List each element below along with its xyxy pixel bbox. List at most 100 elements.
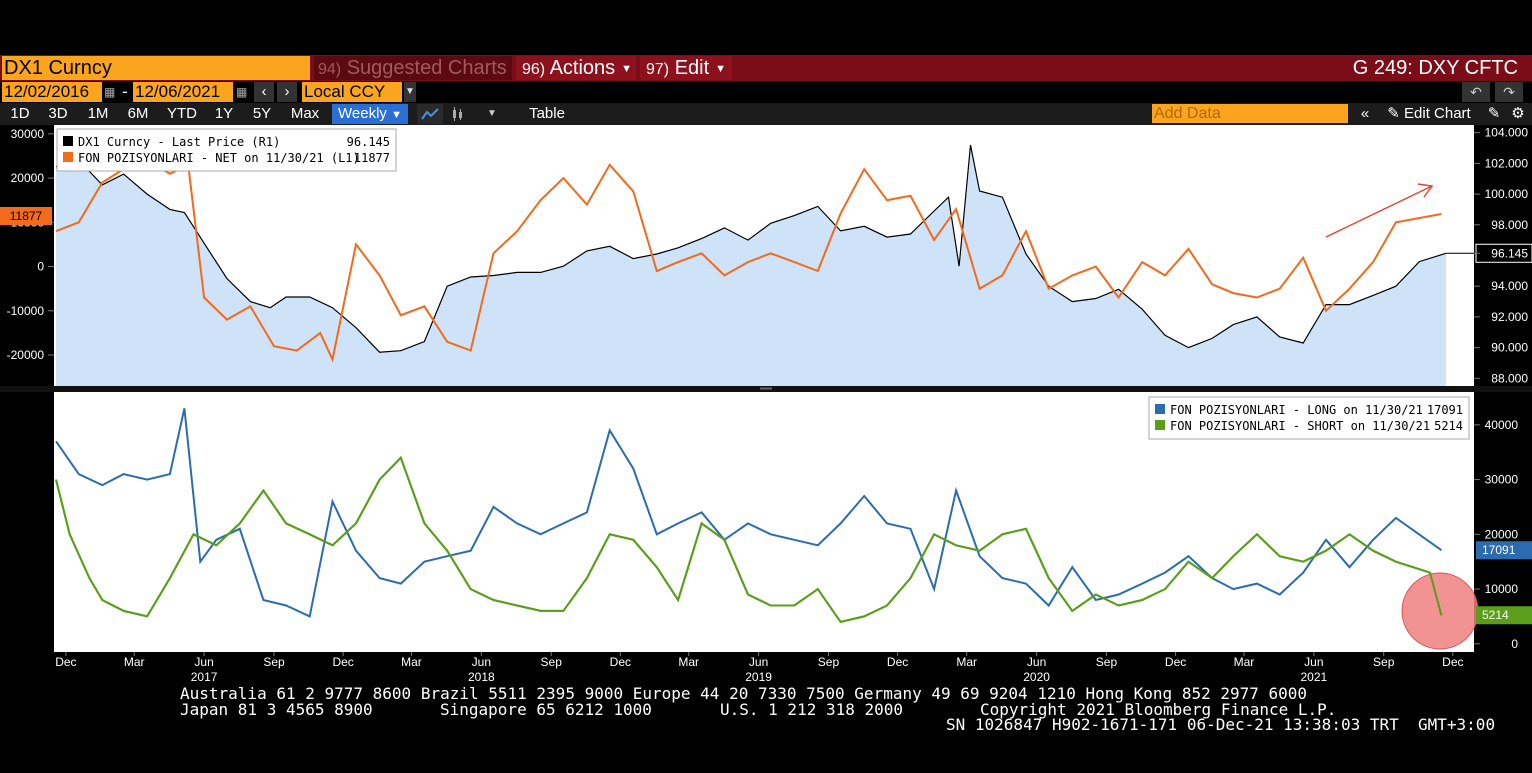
- x-year-label: 2018: [468, 670, 495, 684]
- pencil-icon: ✎: [1387, 105, 1400, 122]
- page-code: G 249: DXY CFTC: [1352, 57, 1518, 79]
- trend-arrow-shaft: [1325, 185, 1433, 238]
- bottom-tick-label: 20000: [1485, 527, 1519, 541]
- range-3d-button[interactable]: 3D: [48, 105, 68, 122]
- net-position-line: [55, 159, 1442, 363]
- footer-japan: Japan 81 3 4565 8900: [180, 700, 373, 719]
- legend-label-short: FON POZISYONLARI - SHORT on 11/30/21: [1170, 419, 1430, 433]
- actions-menu[interactable]: 96) Actions ▼: [516, 56, 636, 80]
- chevron-left-icon[interactable]: ‹: [254, 82, 274, 102]
- x-year-label: 2021: [1300, 670, 1327, 684]
- right-tick-label: 104.000: [1485, 126, 1529, 140]
- x-tick-label: Dec: [887, 655, 908, 669]
- caret-down-icon: ▼: [391, 109, 402, 121]
- x-tick-label: Dec: [610, 655, 631, 669]
- x-tick-label: Mar: [1234, 655, 1255, 669]
- legend-value-short: 5214: [1434, 419, 1463, 433]
- table-button[interactable]: Table: [529, 105, 565, 122]
- x-year-label: 2019: [745, 670, 772, 684]
- x-tick-label: Jun: [194, 655, 213, 669]
- long-current-tag: 17091: [1482, 543, 1516, 557]
- collapse-icon[interactable]: «: [1360, 105, 1370, 122]
- left-tick-label: -20000: [7, 348, 45, 362]
- net-current-tag-bg: [0, 207, 52, 225]
- undo-icon[interactable]: ↶: [1462, 82, 1490, 102]
- date-separator: -: [122, 82, 128, 101]
- footer-copyright: Copyright 2021 Bloomberg Finance L.P.: [980, 700, 1337, 719]
- dxy-price-line: [55, 144, 1447, 353]
- legend-swatch-short: [1155, 420, 1165, 430]
- dxy-current-tag: 96.145: [1491, 246, 1528, 260]
- top-legend: DX1 Curncy - Last Price (R1) 96.145 FON …: [56, 128, 397, 172]
- bottom-legend: FON POZISYONLARI - LONG on 11/30/21 1709…: [1148, 396, 1470, 440]
- legend-label-dxy: DX1 Curncy - Last Price (R1): [78, 135, 280, 149]
- range-1y-button[interactable]: 1Y: [214, 105, 234, 122]
- right-tick-label: 100.000: [1485, 187, 1529, 201]
- left-tick-label: 0: [37, 260, 44, 274]
- add-data-input[interactable]: Add Data: [1152, 104, 1348, 123]
- ticker-field[interactable]: DX1 Curncy: [2, 56, 310, 80]
- start-date-field[interactable]: 12/02/2016: [2, 82, 102, 102]
- short-current-tag-bg: [1476, 606, 1532, 625]
- range-1m-button[interactable]: 1M: [87, 105, 109, 122]
- legend-label-long: FON POZISYONLARI - LONG on 11/30/21: [1170, 403, 1423, 417]
- legend-value-long: 17091: [1427, 403, 1463, 417]
- currency-select[interactable]: Local CCY: [302, 82, 402, 102]
- right-axis: 104.000 102.000 100.000 98.000 96.145 94.000 9…: [1474, 126, 1532, 385]
- range-5y-button[interactable]: 5Y: [252, 105, 272, 122]
- x-tick-label: Dec: [55, 655, 76, 669]
- x-tick-label: Mar: [678, 655, 699, 669]
- x-year-label: 2017: [191, 670, 218, 684]
- long-current-tag-bg: [1476, 541, 1532, 560]
- chart-settings-icon[interactable]: ✎: [1487, 105, 1501, 122]
- caret-down-icon[interactable]: ▼: [487, 108, 497, 119]
- calendar-icon[interactable]: ▦: [236, 85, 248, 99]
- right-tick-label: 90.000: [1491, 341, 1528, 355]
- range-6m-button[interactable]: 6M: [127, 105, 149, 122]
- range-max-button[interactable]: Max: [290, 105, 320, 122]
- chevron-right-icon[interactable]: ›: [277, 82, 297, 102]
- legend-label-net: FON POZISYONLARI - NET on 11/30/21 (L1): [78, 151, 360, 165]
- x-tick-label: Mar: [956, 655, 977, 669]
- caret-down-icon[interactable]: ▼: [404, 82, 416, 102]
- left-tick-label: 30000: [11, 127, 45, 141]
- chart-area: 30000 20000 10000 0 -10000 -20000 104.000 102.…: [0, 125, 1532, 684]
- bottom-tick-label: 40000: [1485, 418, 1519, 432]
- edit-chart-label: Edit Chart: [1404, 105, 1471, 122]
- footer-singapore: Singapore 65 6212 1000: [440, 700, 652, 719]
- net-current-tag: 11877: [10, 209, 43, 223]
- x-tick-label: Sep: [1096, 655, 1118, 669]
- bottom-panel: 40000 30000 20000 10000 0 17091 5214 FON POZIS…: [54, 392, 1532, 652]
- legend-box: [56, 128, 397, 172]
- range-ytd-button[interactable]: YTD: [167, 105, 197, 122]
- right-tick-label: 94.000: [1491, 279, 1528, 293]
- edit-menu[interactable]: 97) Edit ▼: [640, 56, 732, 80]
- edit-chart-button[interactable]: ✎ Edit Chart: [1380, 104, 1478, 124]
- x-tick-label: Dec: [332, 655, 353, 669]
- legend-swatch-dxy: [63, 136, 73, 146]
- x-tick-label: Mar: [401, 655, 422, 669]
- x-tick-label: Sep: [541, 655, 563, 669]
- menu-number: 97): [646, 61, 670, 78]
- end-date-field[interactable]: 12/06/2021: [133, 82, 233, 102]
- bottom-tick-label: 0: [1511, 637, 1518, 651]
- x-tick-label: Sep: [263, 655, 285, 669]
- x-tick-label: Jun: [1027, 655, 1046, 669]
- frequency-select[interactable]: Weekly ▼: [332, 104, 408, 124]
- candlestick-icon[interactable]: [446, 104, 470, 124]
- caret-down-icon: ▼: [621, 62, 633, 75]
- trend-arrow: [1325, 183, 1434, 238]
- bottom-tick-label: 10000: [1485, 582, 1519, 596]
- redo-icon[interactable]: ↷: [1495, 82, 1523, 102]
- calendar-icon[interactable]: ▦: [104, 85, 116, 99]
- legend-value-dxy: 96.145: [347, 135, 390, 149]
- suggested-charts-menu[interactable]: 94) Suggested Charts: [314, 56, 512, 80]
- gear-icon[interactable]: ⚙: [1511, 105, 1525, 122]
- caret-down-icon: ▼: [715, 62, 727, 75]
- short-position-line-overlay: [55, 455, 1443, 624]
- right-tick-label: 98.000: [1491, 218, 1528, 232]
- range-1d-button[interactable]: 1D: [10, 105, 30, 122]
- right-tick-label: 102.000: [1485, 156, 1529, 170]
- line-chart-icon[interactable]: [417, 104, 443, 124]
